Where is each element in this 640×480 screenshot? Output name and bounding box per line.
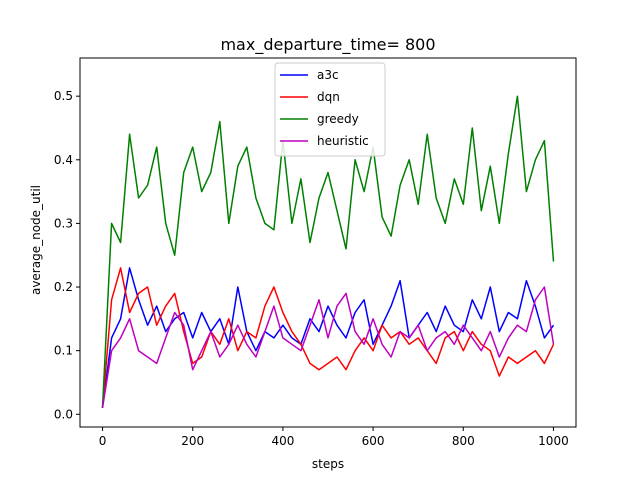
axes-layer: 0 200 400 600 800 1000 0.0 0.1 0.2 0.3 0.4 0.5 xyxy=(54,57,577,448)
series-line-dqn xyxy=(101,267,555,408)
x-tick-label: 800 xyxy=(452,434,475,448)
series-line-greedy xyxy=(101,95,555,408)
y-tick-label: 0.1 xyxy=(54,344,73,358)
y-tick-label: 0.3 xyxy=(54,216,73,230)
x-tick-label: 200 xyxy=(181,434,204,448)
chart-title: max_departure_time= 800 xyxy=(220,35,435,55)
legend: a3c dqn greedy heuristic xyxy=(274,62,386,157)
series-line-heuristic xyxy=(101,286,555,409)
x-axis-label: steps xyxy=(312,457,344,471)
legend-label-a3c: a3c xyxy=(317,68,339,82)
y-axis-label: average_node_util xyxy=(29,185,43,295)
series-layer xyxy=(101,95,555,409)
y-tick-label: 0.5 xyxy=(54,89,73,103)
legend-label-greedy: greedy xyxy=(317,112,359,126)
y-tick-label: 0.2 xyxy=(54,280,73,294)
x-tick-label: 600 xyxy=(362,434,385,448)
legend-label-heuristic: heuristic xyxy=(317,134,369,148)
x-tick-label: 400 xyxy=(271,434,294,448)
plot-area-frame xyxy=(79,57,577,428)
x-tick-label: 1000 xyxy=(538,434,569,448)
x-tick-label: 0 xyxy=(99,434,107,448)
legend-label-dqn: dqn xyxy=(317,90,340,104)
legend-box xyxy=(274,62,386,157)
y-tick-label: 0.0 xyxy=(54,407,73,421)
y-tick-label: 0.4 xyxy=(54,153,73,167)
